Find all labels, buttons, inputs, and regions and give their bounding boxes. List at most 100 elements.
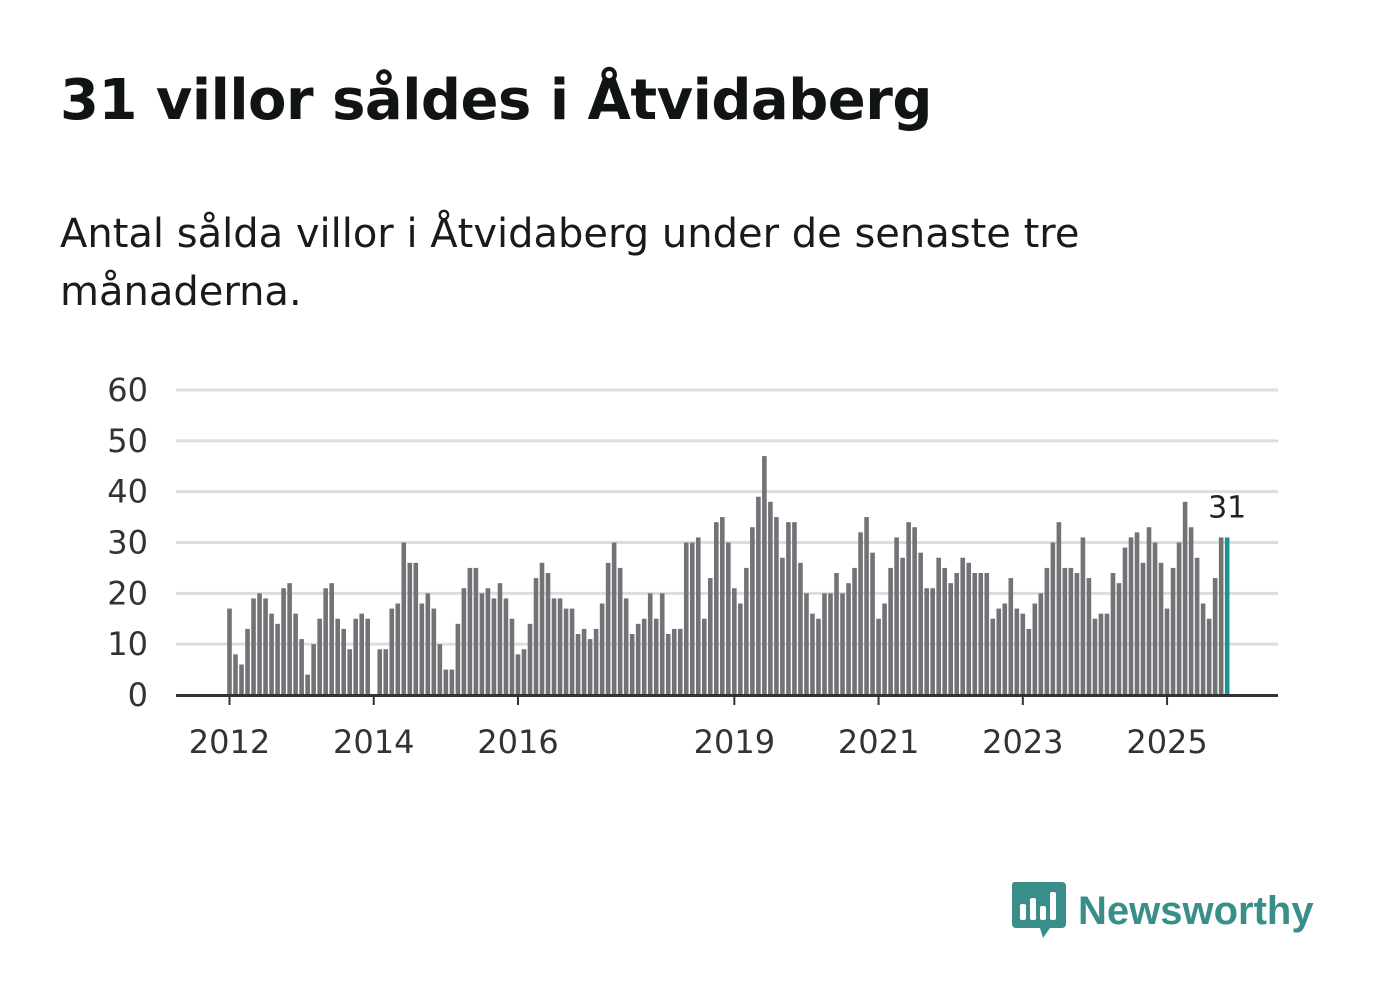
bar (359, 613, 365, 695)
bar (1056, 522, 1062, 695)
y-tick-label: 0 (128, 676, 148, 714)
bar (810, 613, 815, 695)
y-tick-label: 20 (107, 574, 148, 612)
bar (1020, 613, 1026, 695)
bar (708, 578, 713, 695)
brand-logo: Newsworthy (1010, 880, 1314, 942)
bar (768, 501, 773, 695)
bar (479, 593, 485, 695)
bar (876, 618, 881, 695)
bar (738, 603, 743, 695)
bar (1122, 547, 1128, 695)
x-tick-label: 2023 (982, 723, 1063, 761)
bar (1032, 603, 1038, 695)
bar (455, 623, 461, 695)
bar (587, 639, 593, 695)
bar (563, 608, 569, 695)
latest-value-label: 31 (1208, 490, 1246, 525)
bar (239, 664, 244, 695)
bar (1182, 501, 1188, 695)
bar (671, 628, 677, 695)
bar (1050, 542, 1056, 695)
bar (311, 644, 316, 695)
bar (1068, 567, 1074, 695)
bar (990, 618, 996, 695)
bar (227, 608, 232, 695)
bar (852, 567, 857, 695)
bar (569, 608, 575, 695)
bar (1116, 583, 1122, 695)
bar (954, 573, 960, 695)
bar (1026, 628, 1032, 695)
newsworthy-logo-icon (1011, 882, 1066, 938)
bar (605, 562, 611, 695)
bar (383, 649, 389, 695)
y-tick-label: 10 (107, 625, 148, 663)
bar (347, 649, 352, 695)
bar (473, 567, 479, 695)
bar (695, 537, 701, 695)
bar (1008, 578, 1014, 695)
bar (689, 542, 695, 695)
bar (1134, 532, 1140, 695)
bar (798, 562, 803, 695)
bar (611, 542, 617, 695)
bar (245, 628, 250, 695)
bar (389, 608, 395, 695)
bar (828, 593, 833, 695)
bar (792, 522, 797, 695)
x-tick-label: 2012 (189, 723, 270, 761)
bar (1200, 603, 1206, 695)
bar (882, 603, 887, 695)
bar (365, 618, 371, 695)
bar (665, 634, 671, 695)
axes: 0 10 20 30 40 50 60 2012 2014 2016 2019 2021 2023 202… (107, 371, 1278, 761)
bar (1062, 567, 1068, 695)
bar (461, 588, 467, 695)
bar (1014, 608, 1020, 695)
bar (1104, 613, 1110, 695)
bar (924, 588, 929, 695)
bar (942, 567, 947, 695)
bar (816, 618, 821, 695)
bar (431, 608, 437, 695)
bar (395, 603, 401, 695)
x-tick-label: 2021 (838, 723, 919, 761)
bar (257, 593, 262, 695)
bar (996, 608, 1002, 695)
bar (593, 628, 599, 695)
bar (329, 583, 334, 695)
x-tick-label: 2016 (477, 723, 558, 761)
bar (1206, 618, 1212, 695)
chart-subtitle: Antal sålda villor i Åtvidaberg under de… (60, 211, 1080, 315)
bar (653, 618, 659, 695)
bar (834, 573, 839, 695)
bar (353, 618, 359, 695)
bar (1128, 537, 1134, 695)
bar (1074, 573, 1080, 695)
bar (515, 654, 521, 695)
bar (714, 522, 719, 695)
bar (966, 562, 972, 695)
x-tick-label: 2014 (333, 723, 414, 761)
bar (1146, 527, 1152, 695)
bar (846, 583, 851, 695)
bar (683, 542, 689, 695)
bar (972, 573, 978, 695)
x-tick-label: 2025 (1126, 723, 1207, 761)
bar (521, 649, 527, 695)
bar (323, 588, 328, 695)
bar (485, 588, 491, 695)
bar (545, 573, 551, 695)
bar (497, 583, 503, 695)
bar (1002, 603, 1008, 695)
bar (948, 583, 953, 695)
bar (377, 649, 383, 695)
bar (419, 603, 425, 695)
bar (341, 628, 346, 695)
bar (263, 598, 268, 695)
bar (780, 557, 785, 695)
chart-title: 31 villor såldes i Åtvidaberg (60, 68, 932, 133)
brand-name: Newsworthy (1078, 888, 1314, 933)
bar (762, 456, 767, 695)
